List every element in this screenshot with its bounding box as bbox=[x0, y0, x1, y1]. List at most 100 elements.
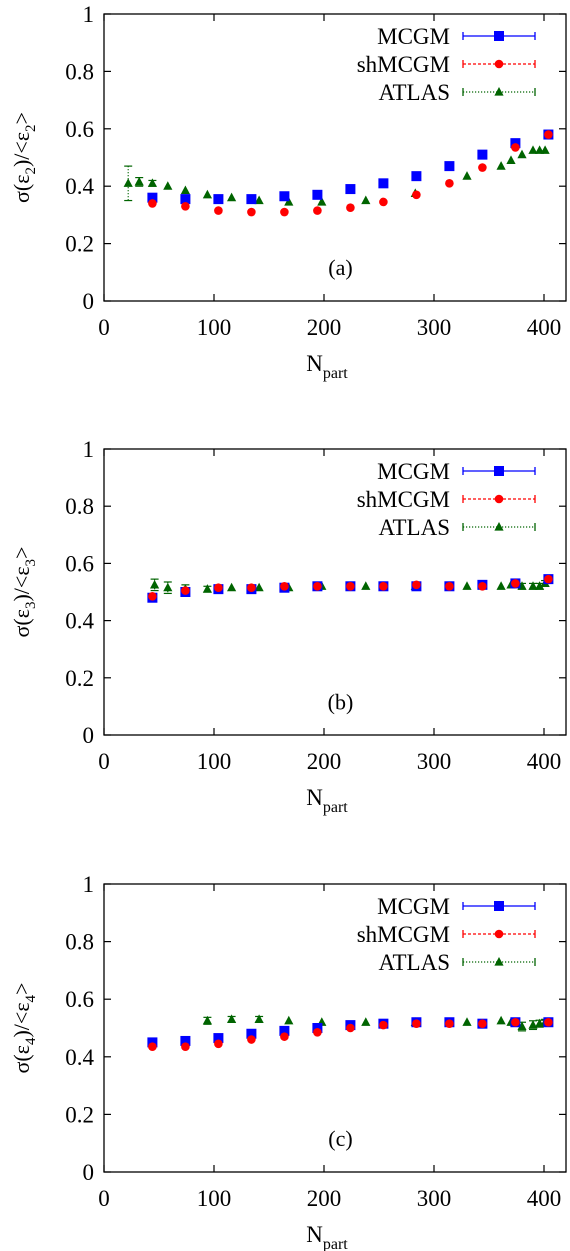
legend-label: shMCGM bbox=[357, 52, 450, 77]
data-point bbox=[540, 145, 550, 154]
x-tick-label: 400 bbox=[527, 749, 562, 774]
data-point bbox=[478, 1019, 487, 1028]
plot-frame bbox=[103, 883, 567, 1173]
plot-frame bbox=[103, 448, 567, 736]
series-atlas bbox=[202, 1014, 550, 1032]
data-point bbox=[227, 192, 237, 202]
panel-label: (b) bbox=[328, 689, 354, 714]
data-point bbox=[227, 1014, 237, 1023]
legend-marker bbox=[494, 494, 504, 504]
panel-label: (a) bbox=[328, 255, 352, 280]
data-point bbox=[202, 1015, 212, 1025]
data-point bbox=[180, 185, 190, 195]
legend-label: ATLAS bbox=[378, 80, 450, 105]
legend-marker bbox=[494, 929, 504, 939]
data-point bbox=[528, 581, 538, 590]
data-point bbox=[462, 171, 472, 180]
legend-marker bbox=[494, 87, 504, 96]
data-point bbox=[181, 201, 190, 211]
y-tick-label: 0 bbox=[83, 723, 95, 748]
x-tick-label: 400 bbox=[527, 315, 562, 340]
data-point bbox=[247, 1035, 256, 1044]
data-point bbox=[317, 196, 327, 206]
legend-marker bbox=[494, 957, 504, 966]
data-point bbox=[147, 1037, 158, 1048]
series-mcgm bbox=[147, 129, 554, 205]
data-point bbox=[517, 149, 527, 159]
data-point bbox=[445, 179, 454, 188]
x-tick-label: 200 bbox=[307, 1186, 342, 1211]
data-point bbox=[477, 149, 488, 160]
data-point bbox=[202, 584, 212, 593]
data-point bbox=[279, 1025, 290, 1036]
data-point bbox=[214, 206, 223, 215]
y-axis-label-part: > bbox=[9, 983, 34, 995]
data-point bbox=[213, 1033, 224, 1044]
data-point bbox=[254, 1014, 264, 1023]
data-point bbox=[313, 206, 322, 215]
data-point bbox=[345, 184, 356, 195]
data-point bbox=[312, 189, 323, 200]
data-point bbox=[227, 582, 237, 592]
data-point bbox=[312, 1023, 323, 1033]
chart-panel-3: 00.20.40.60.810 100 200 300 400Npartσ(ε4)/<ε… bbox=[9, 872, 567, 1251]
data-point bbox=[134, 176, 144, 186]
data-point bbox=[511, 143, 520, 152]
data-point bbox=[254, 195, 264, 205]
legend-marker bbox=[494, 466, 504, 476]
data-point bbox=[517, 1021, 527, 1031]
y-axis-label: σ(ε4)/<ε4> bbox=[9, 983, 39, 1074]
x-axis-label: Npart bbox=[306, 785, 348, 816]
y-axis-label-part: σ(ε bbox=[9, 609, 34, 637]
legend-marker bbox=[494, 59, 504, 69]
y-axis-label-part: > bbox=[9, 112, 34, 124]
data-point bbox=[284, 1015, 294, 1025]
panel-label: (c) bbox=[328, 1126, 352, 1151]
data-point bbox=[361, 1017, 371, 1026]
x-tick-label: 200 bbox=[307, 315, 342, 340]
y-axis-label-part: )/<ε bbox=[9, 1002, 34, 1037]
y-axis-label-part: )/<ε bbox=[9, 566, 34, 601]
x-tick-label: 400 bbox=[527, 1186, 562, 1211]
y-tick-label: 0.8 bbox=[65, 59, 94, 84]
x-axis-label: Npart bbox=[306, 1222, 348, 1251]
y-axis-label-sub: 2 bbox=[23, 124, 39, 132]
x-axis-label: Npart bbox=[306, 351, 348, 382]
y-axis-label-sub: 2 bbox=[23, 167, 39, 175]
data-point bbox=[213, 194, 224, 205]
data-point bbox=[214, 583, 223, 593]
x-tick-label: 100 bbox=[197, 315, 232, 340]
data-point bbox=[544, 574, 553, 584]
series-shmcgm bbox=[148, 574, 553, 601]
y-tick-label: 1 bbox=[83, 437, 95, 462]
data-point bbox=[247, 583, 256, 593]
legend-marker bbox=[494, 31, 504, 41]
y-axis-label-sub: 3 bbox=[23, 602, 39, 610]
x-tick-label: 0 bbox=[98, 1186, 110, 1211]
x-tick-label: 100 bbox=[197, 749, 232, 774]
y-tick-label: 0.6 bbox=[65, 551, 94, 576]
data-point bbox=[379, 1020, 388, 1030]
x-axis-label-sub: part bbox=[323, 365, 348, 382]
legend-label: ATLAS bbox=[378, 515, 450, 540]
chart-panel-2: 00.20.40.60.810 100 200 300 400Npartσ(ε3)/<ε… bbox=[9, 437, 567, 816]
y-tick-label: 0 bbox=[83, 289, 95, 314]
data-point bbox=[214, 1039, 223, 1049]
data-point bbox=[163, 181, 173, 190]
data-point bbox=[411, 171, 422, 182]
legend-label: MCGM bbox=[377, 894, 450, 919]
y-tick-label: 0.2 bbox=[65, 1102, 94, 1127]
data-point bbox=[511, 1017, 520, 1027]
y-axis-label-part: > bbox=[9, 547, 34, 559]
data-point bbox=[462, 1017, 472, 1026]
x-axis-label-main: N bbox=[306, 785, 323, 810]
x-tick-label: 200 bbox=[307, 749, 342, 774]
y-axis-label-sub: 3 bbox=[23, 559, 39, 567]
chart-panel-1: 00.20.40.60.810 100 200 300 400Npartσ(ε2)/<ε… bbox=[9, 2, 567, 382]
y-axis-label-part: )/<ε bbox=[9, 132, 34, 167]
data-point bbox=[346, 581, 355, 591]
data-point bbox=[378, 178, 389, 189]
data-point bbox=[280, 581, 289, 591]
y-axis-label-sub: 4 bbox=[23, 994, 39, 1002]
